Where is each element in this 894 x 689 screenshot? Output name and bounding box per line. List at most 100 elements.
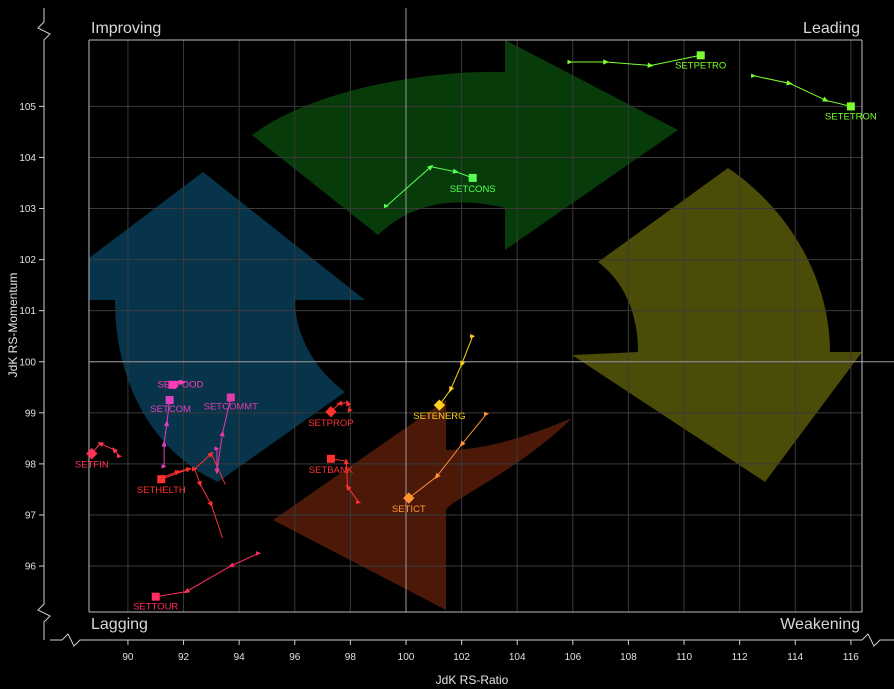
series-trail-settour — [155, 552, 259, 598]
trail-start-point — [256, 551, 262, 556]
y-axis-title: JdK RS-Momentum — [6, 273, 20, 378]
x-tick-label: 92 — [178, 652, 190, 663]
trail-start-point — [484, 411, 490, 416]
x-tick-label: 112 — [732, 652, 748, 663]
x-tick-label: 102 — [453, 652, 470, 663]
quadrant-label-improving: Improving — [91, 20, 161, 37]
series-trail-setcons — [386, 166, 473, 207]
series-marker-setbank — [326, 454, 335, 463]
trail-point — [336, 400, 343, 406]
trail-point — [207, 451, 214, 458]
x-tick-label: 90 — [122, 652, 134, 663]
y-tick-label: 102 — [19, 255, 36, 266]
trail-point — [345, 484, 352, 491]
trail-point — [163, 420, 170, 427]
trail-point — [185, 467, 193, 473]
y-tick-label: 104 — [19, 153, 36, 164]
series-marker-setfood — [168, 380, 177, 389]
series-marker-setcommt — [226, 393, 235, 402]
series-label-setict: SETICT — [392, 504, 426, 515]
series-marker-setcom — [165, 396, 174, 405]
y-tick-label: 105 — [19, 102, 36, 113]
arrow-lagging-to-improving — [89, 172, 365, 482]
trail-start-point — [214, 446, 220, 451]
trail-start-point — [181, 380, 186, 385]
trail-start-point — [751, 73, 757, 78]
x-tick-label: 114 — [787, 652, 803, 663]
y-tick-label: 100 — [19, 357, 36, 368]
trail-point — [343, 458, 349, 465]
trail-start-point — [347, 408, 353, 413]
series-trail-setprop — [330, 402, 351, 413]
quadrant-label-weakening: Weakening — [780, 616, 860, 633]
trail-start-point — [470, 334, 476, 339]
y-tick-label: 97 — [25, 510, 37, 521]
x-tick-label: 96 — [289, 652, 301, 663]
trail-point — [786, 80, 793, 86]
series-label-setfin: SETFIN — [75, 460, 109, 471]
series-trail-setcommt — [216, 397, 232, 472]
trail-point — [175, 379, 181, 385]
trail-point — [183, 587, 191, 594]
quadrant-label-leading: Leading — [803, 20, 860, 37]
trail-start-point — [192, 466, 198, 472]
axis-ticks: 90 92 94 96 98 100 102 104 106 108 110 112 114 116 96 9… — [19, 102, 859, 663]
series-label-setcom: SETCOM — [150, 404, 191, 415]
quadrant-label-lagging: Lagging — [91, 616, 148, 633]
series-trail-setfin — [91, 442, 120, 457]
series-label-setbank: SETBANK — [309, 465, 354, 476]
series-trail-setbank — [330, 458, 360, 503]
series-trail-setenerg — [438, 336, 474, 406]
chart-frame — [37, 8, 894, 647]
trail-start-point — [161, 464, 167, 469]
trail-point — [460, 360, 466, 368]
series-label-setprop: SETPROP — [308, 418, 353, 429]
y-tick-label: 98 — [25, 459, 37, 470]
trail-point — [214, 468, 220, 475]
series-label-setenerg: SETENERG — [413, 411, 465, 422]
series-label-settour: SETTOUR — [133, 602, 178, 613]
trail-point — [196, 480, 202, 488]
x-tick-label: 108 — [620, 652, 637, 663]
trail-point — [459, 440, 466, 447]
x-tick-label: 104 — [509, 652, 526, 663]
series-marker-setpetro — [696, 51, 705, 60]
series-trail-sethelth — [161, 468, 190, 480]
x-axis-title: JdK RS-Ratio — [436, 673, 509, 687]
series-trail-setict — [408, 413, 487, 499]
trail-point — [822, 96, 829, 102]
y-tick-label: 99 — [25, 408, 37, 419]
arrow-leading-to-weakening — [572, 168, 862, 482]
trail-point — [112, 447, 118, 454]
series-trail-setcom — [163, 400, 171, 467]
y-axis-line — [37, 8, 51, 640]
rotation-arrows — [89, 40, 862, 610]
series-label-setcommt: SETCOMMT — [204, 402, 259, 413]
series-label-setfood: SETFOOD — [157, 380, 203, 391]
trail-point — [219, 430, 225, 437]
x-tick-label: 110 — [676, 652, 692, 663]
series-trail-setetron — [753, 75, 852, 107]
trail-point — [97, 442, 104, 448]
x-tick-label: 100 — [398, 652, 415, 663]
y-tick-label: 101 — [19, 306, 36, 317]
trail-start-point — [567, 59, 573, 65]
trail-start-point — [117, 454, 123, 459]
x-axis-line — [50, 633, 894, 647]
trail-point — [346, 399, 352, 407]
trail-start-point — [356, 500, 362, 505]
x-tick-label: 116 — [843, 652, 859, 663]
series-marker-setfin — [86, 448, 98, 460]
series-marker-sethelth — [157, 475, 166, 484]
series-label-setetron: SETETRON — [825, 111, 877, 122]
chart-grid — [89, 8, 894, 612]
extra-trail — [194, 468, 223, 539]
series-label-setpetro: SETPETRO — [675, 60, 726, 71]
trail-point — [207, 500, 213, 508]
series-marker-settour — [151, 592, 160, 601]
trail-start-point — [384, 203, 389, 209]
series-marker-setenerg — [433, 399, 446, 411]
trail-point — [434, 472, 441, 480]
series-marker-setcons — [468, 173, 477, 182]
arrow-weakening-to-lagging — [273, 400, 572, 610]
